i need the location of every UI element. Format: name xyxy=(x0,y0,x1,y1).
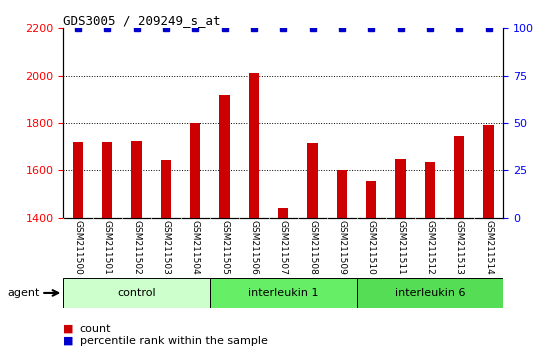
Bar xyxy=(219,95,230,354)
Bar xyxy=(131,141,142,354)
Bar xyxy=(161,160,171,354)
Text: interleukin 6: interleukin 6 xyxy=(395,288,465,298)
Text: GSM211510: GSM211510 xyxy=(367,219,376,274)
Bar xyxy=(63,278,210,308)
Bar xyxy=(454,136,464,354)
Bar xyxy=(73,142,83,354)
Bar xyxy=(190,123,200,354)
Text: ■: ■ xyxy=(63,336,74,346)
Text: GSM211503: GSM211503 xyxy=(161,219,170,274)
Bar xyxy=(102,142,112,354)
Text: percentile rank within the sample: percentile rank within the sample xyxy=(80,336,268,346)
Text: GSM211513: GSM211513 xyxy=(455,219,464,274)
Bar xyxy=(395,159,406,354)
Text: GSM211507: GSM211507 xyxy=(279,219,288,274)
Text: ■: ■ xyxy=(63,324,74,333)
Bar xyxy=(425,162,435,354)
Text: GSM211509: GSM211509 xyxy=(337,219,346,274)
Text: control: control xyxy=(117,288,156,298)
Bar xyxy=(278,208,288,354)
Text: interleukin 1: interleukin 1 xyxy=(248,288,318,298)
Text: GSM211514: GSM211514 xyxy=(484,219,493,274)
Text: GDS3005 / 209249_s_at: GDS3005 / 209249_s_at xyxy=(63,14,221,27)
Text: agent: agent xyxy=(7,288,40,298)
Text: GSM211504: GSM211504 xyxy=(191,219,200,274)
Bar xyxy=(483,125,494,354)
Bar xyxy=(210,278,356,308)
Bar xyxy=(249,73,259,354)
Text: GSM211505: GSM211505 xyxy=(220,219,229,274)
Bar xyxy=(356,278,503,308)
Text: GSM211501: GSM211501 xyxy=(103,219,112,274)
Text: GSM211508: GSM211508 xyxy=(308,219,317,274)
Bar xyxy=(307,143,318,354)
Text: GSM211506: GSM211506 xyxy=(249,219,258,274)
Text: GSM211500: GSM211500 xyxy=(73,219,82,274)
Bar xyxy=(337,170,347,354)
Bar xyxy=(366,181,376,354)
Text: GSM211502: GSM211502 xyxy=(132,219,141,274)
Text: GSM211511: GSM211511 xyxy=(396,219,405,274)
Text: GSM211512: GSM211512 xyxy=(425,219,435,274)
Text: count: count xyxy=(80,324,111,333)
